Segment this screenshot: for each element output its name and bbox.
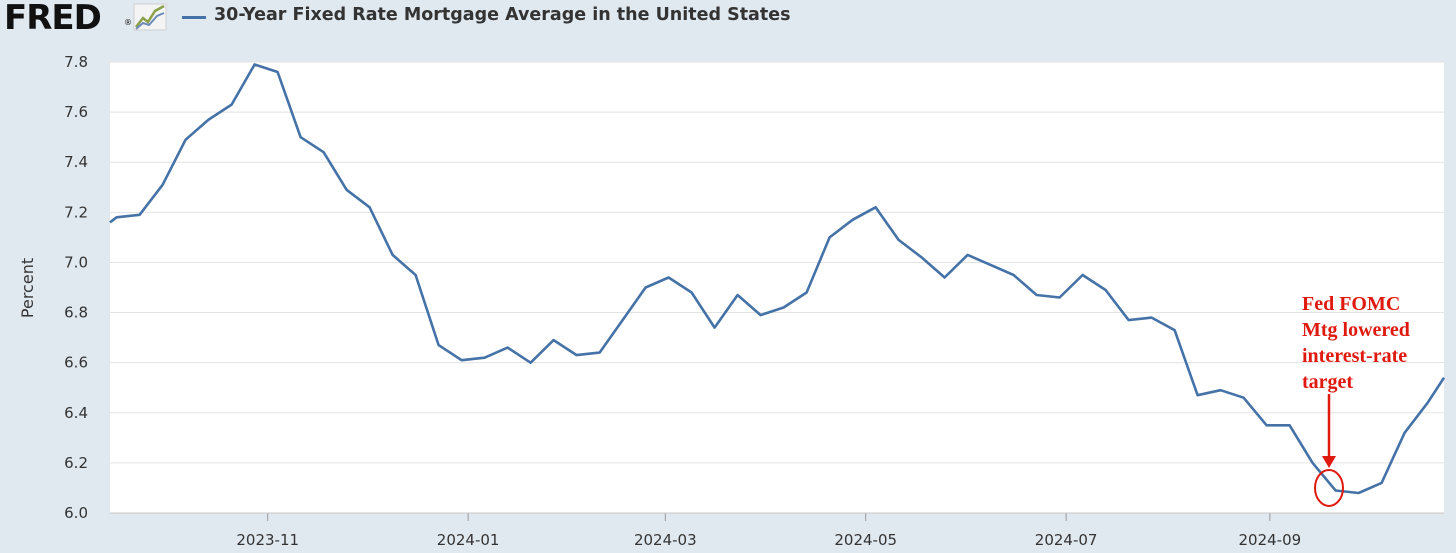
- x-tick-label: 2024-05: [834, 531, 897, 549]
- fred-graph-icon: [133, 3, 167, 31]
- x-tick-label: 2024-09: [1239, 531, 1302, 549]
- chart-header: FRED ® 30-Year Fixed Rate Mortgage Avera…: [0, 0, 1456, 38]
- x-tick-label: 2024-01: [437, 531, 500, 549]
- x-tick-label: 2024-03: [634, 531, 697, 549]
- annotation-text-line: Mtg lowered: [1302, 319, 1410, 341]
- fred-logo[interactable]: FRED: [4, 0, 102, 38]
- annotation-circle: [1314, 468, 1344, 507]
- y-tick-label: 6.0: [64, 504, 88, 522]
- y-tick-label: 6.6: [64, 354, 88, 372]
- annotation-text-line: target: [1302, 371, 1353, 393]
- y-tick-label: 7.0: [64, 253, 88, 271]
- y-tick-label: 6.4: [64, 404, 88, 422]
- x-tick-label: 2023-11: [236, 531, 299, 549]
- y-tick-label: 7.8: [64, 53, 88, 71]
- legend-swatch: [182, 16, 206, 19]
- y-axis-title: Percent: [18, 258, 37, 318]
- series-line: [109, 63, 1446, 495]
- annotation-text-line: Fed FOMC: [1302, 293, 1400, 315]
- plot-area: [110, 62, 1444, 513]
- y-tick-label: 7.4: [64, 153, 88, 171]
- y-axis-labels: 6.0 6.2 6.4 6.6 6.8 7.0 7.2 7.4 7.6 7.8: [64, 53, 88, 522]
- y-tick-label: 7.6: [64, 103, 88, 121]
- annotation-layer: Fed FOMC Mtg lowered interest-rate target: [1302, 293, 1410, 507]
- registered-mark: ®: [124, 18, 132, 27]
- y-tick-label: 6.8: [64, 304, 88, 322]
- x-axis-ticks: 2023-11 2024-01 2024-03 2024-05 2024-07 2024-…: [110, 512, 1444, 549]
- annotation-arrowhead: [1322, 455, 1336, 468]
- y-tick-label: 6.2: [64, 454, 88, 472]
- chart-title: 30-Year Fixed Rate Mortgage Average in t…: [214, 5, 791, 25]
- x-tick-label: 2024-07: [1035, 531, 1098, 549]
- y-tick-label: 7.2: [64, 203, 88, 221]
- annotation-text-line: interest-rate: [1302, 345, 1407, 367]
- series-layer: [109, 63, 1446, 495]
